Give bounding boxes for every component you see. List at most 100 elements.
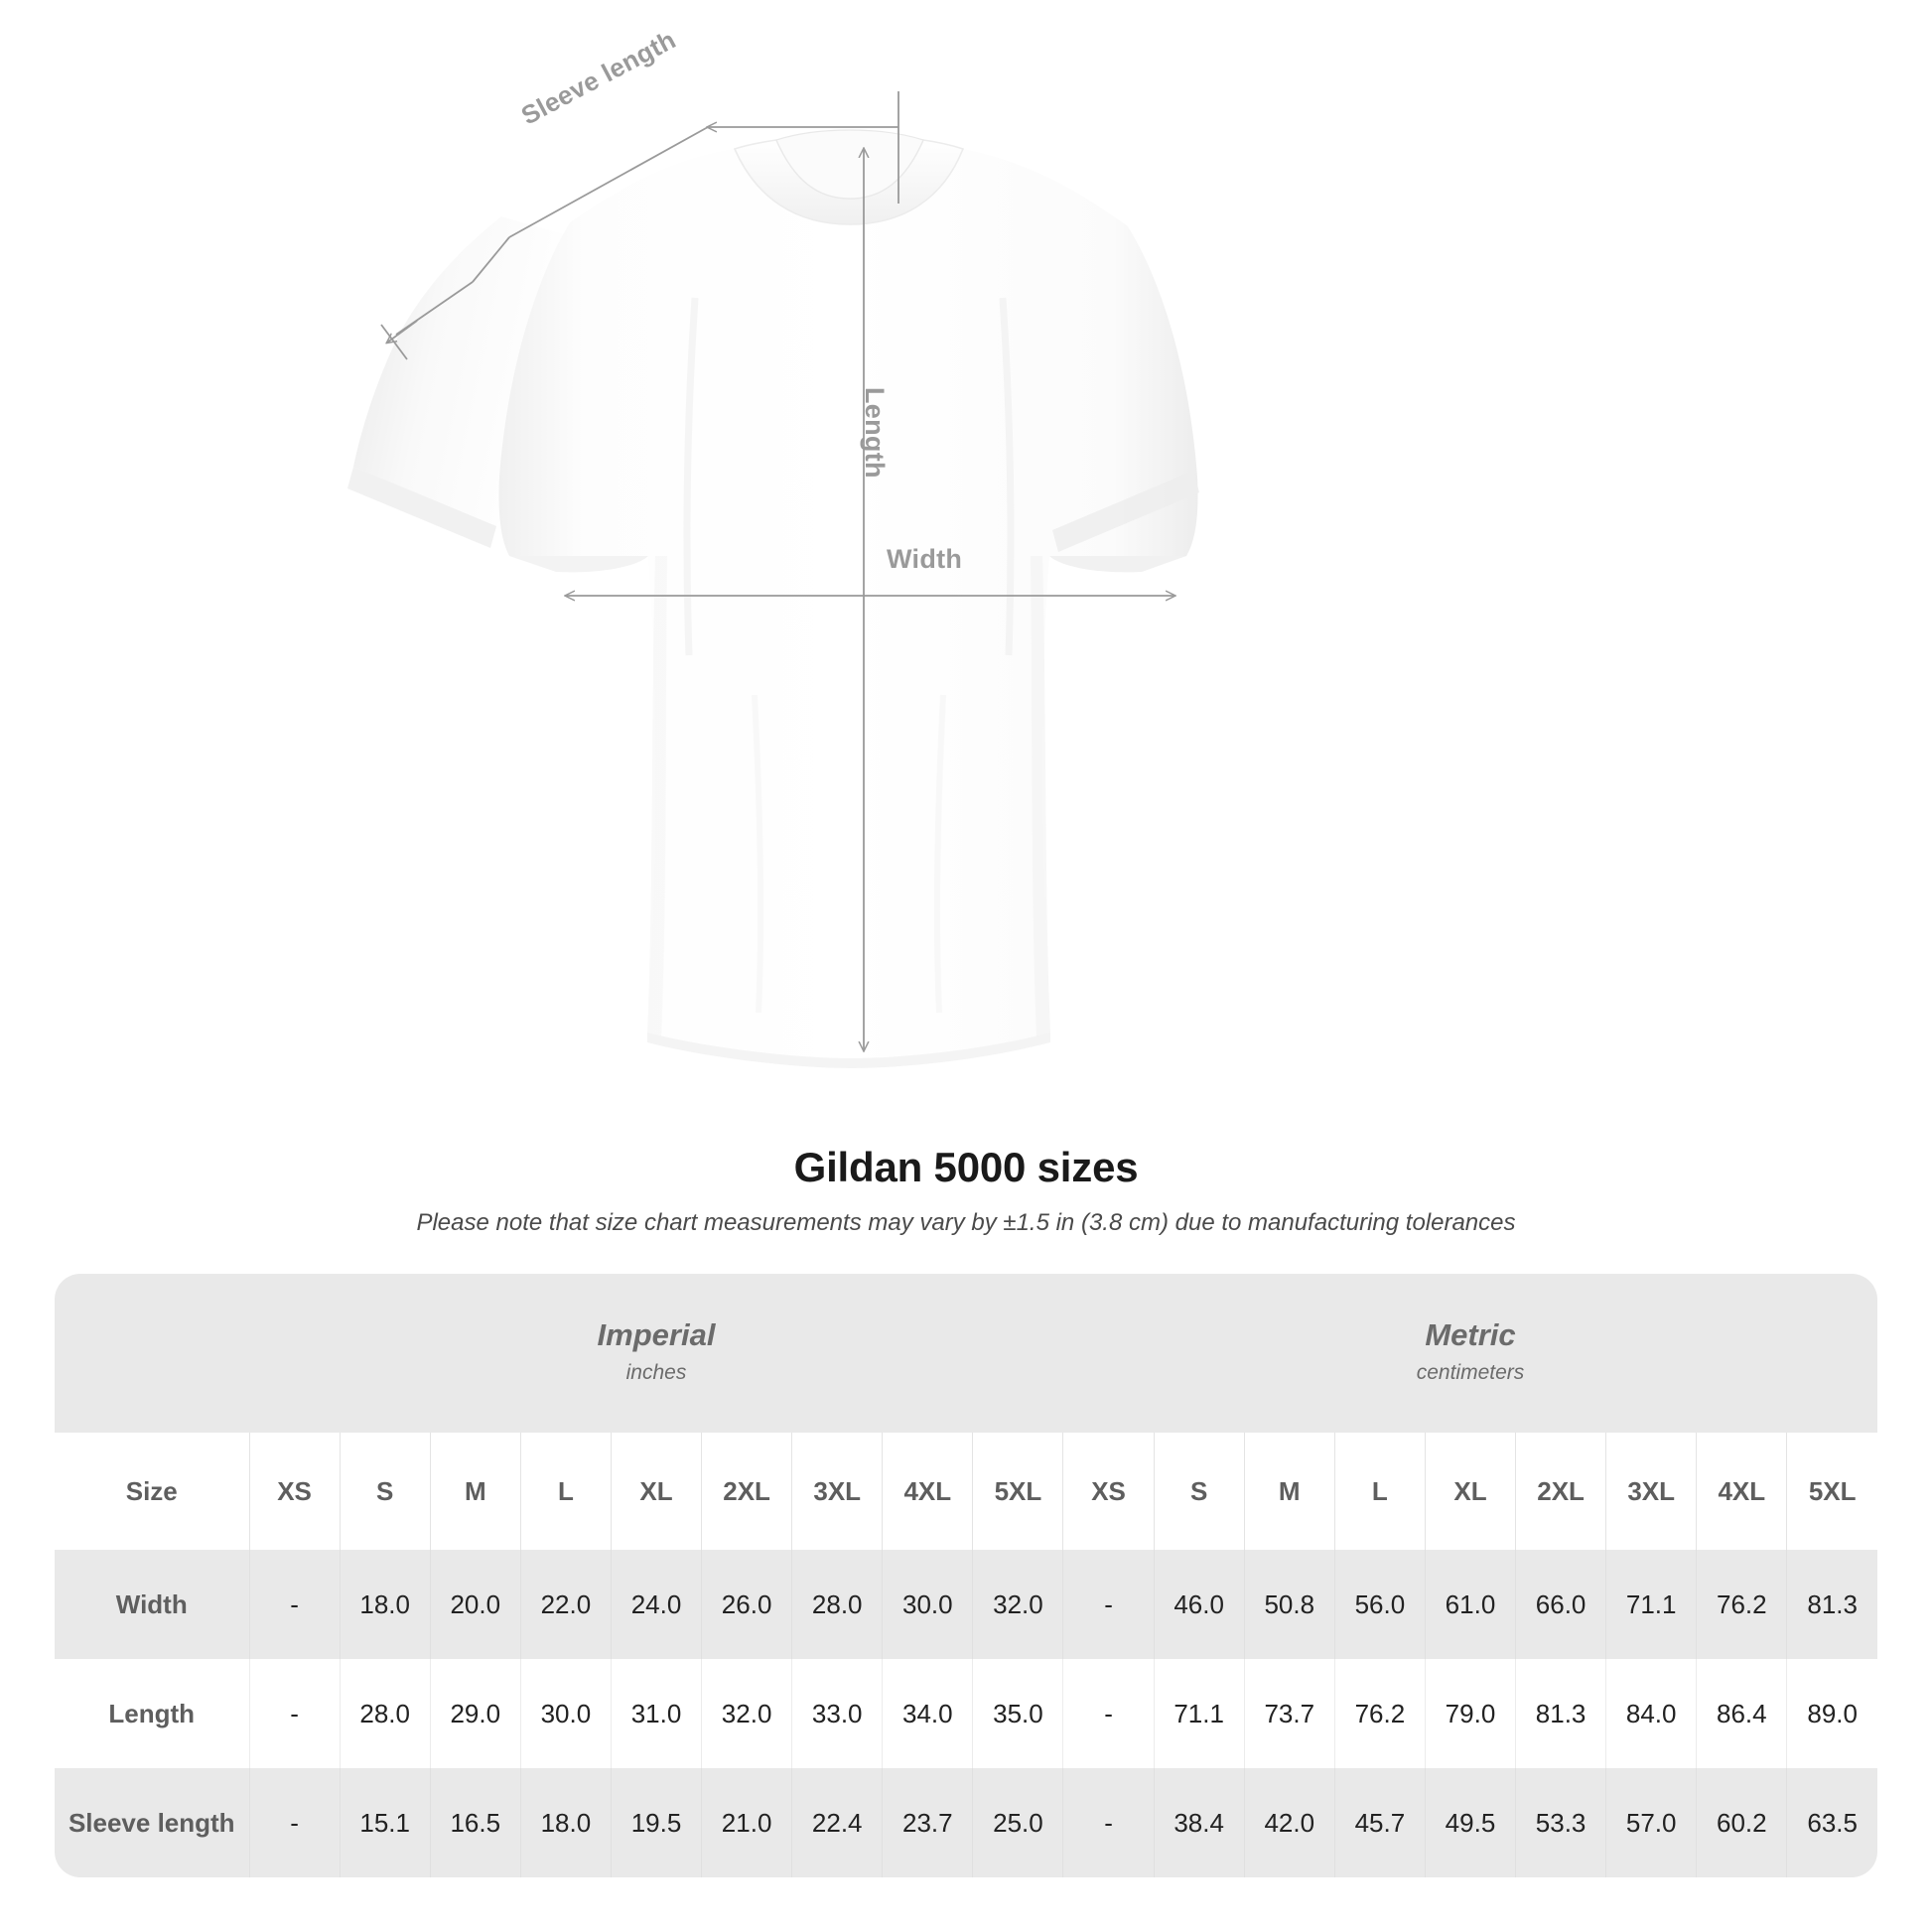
table-row-length: Length - 28.0 29.0 30.0 31.0 32.0 33.0 3… [55, 1659, 1877, 1768]
size-table-container: Imperial inches Metric centimeters Size … [55, 1274, 1877, 1877]
cell-width-imperial-5xl: 32.0 [972, 1550, 1063, 1659]
size-col-metric-m: M [1243, 1433, 1335, 1550]
cell-sleeve-metric-l: 45.7 [1333, 1768, 1426, 1877]
cell-length-metric-3xl: 84.0 [1605, 1659, 1697, 1768]
row-label-header: Size [55, 1433, 249, 1550]
measurement-arrows [380, 91, 1174, 1050]
cell-sleeve-imperial-xs: - [248, 1768, 341, 1877]
cell-length-metric-4xl: 86.4 [1696, 1659, 1787, 1768]
size-col-metric-s: S [1153, 1433, 1245, 1550]
unit-group-imperial: Imperial inches [249, 1274, 1063, 1433]
cell-sleeve-metric-xs: - [1062, 1768, 1155, 1877]
cell-sleeve-metric-2xl: 53.3 [1515, 1768, 1606, 1877]
cell-width-metric-m: 50.8 [1243, 1550, 1335, 1659]
size-col-metric-xl: XL [1424, 1433, 1516, 1550]
cell-width-imperial-4xl: 30.0 [882, 1550, 973, 1659]
size-table: Imperial inches Metric centimeters Size … [55, 1274, 1877, 1877]
cell-length-imperial-xs: - [248, 1659, 341, 1768]
row-label-length: Length [55, 1659, 249, 1768]
cell-sleeve-metric-s: 38.4 [1153, 1768, 1245, 1877]
size-col-metric-xs: XS [1062, 1433, 1155, 1550]
cell-sleeve-imperial-5xl: 25.0 [972, 1768, 1063, 1877]
cell-width-metric-5xl: 81.3 [1786, 1550, 1877, 1659]
size-col-imperial-3xl: 3XL [791, 1433, 883, 1550]
size-col-metric-3xl: 3XL [1605, 1433, 1697, 1550]
cell-length-imperial-4xl: 34.0 [882, 1659, 973, 1768]
cell-sleeve-imperial-3xl: 22.4 [791, 1768, 883, 1877]
cell-sleeve-imperial-xl: 19.5 [610, 1768, 702, 1877]
cell-length-metric-s: 71.1 [1153, 1659, 1245, 1768]
cell-length-metric-2xl: 81.3 [1515, 1659, 1606, 1768]
cell-width-imperial-s: 18.0 [339, 1550, 431, 1659]
size-header-row: Size XS S M L XL 2XL 3XL 4XL 5XL XS S M … [55, 1433, 1877, 1550]
row-label-width: Width [55, 1550, 249, 1659]
cell-sleeve-metric-5xl: 63.5 [1786, 1768, 1877, 1877]
size-col-imperial-xl: XL [610, 1433, 702, 1550]
size-col-imperial-xs: XS [248, 1433, 341, 1550]
unit-header-row: Imperial inches Metric centimeters [55, 1274, 1877, 1433]
cell-length-metric-m: 73.7 [1243, 1659, 1335, 1768]
size-col-metric-5xl: 5XL [1786, 1433, 1877, 1550]
sleeve-arrow-elbow [472, 236, 510, 283]
size-col-metric-l: L [1333, 1433, 1426, 1550]
cell-length-imperial-s: 28.0 [339, 1659, 431, 1768]
cell-width-metric-l: 56.0 [1333, 1550, 1426, 1659]
size-col-imperial-5xl: 5XL [972, 1433, 1063, 1550]
unit-imperial-name: Imperial [597, 1317, 716, 1352]
cell-length-metric-l: 76.2 [1333, 1659, 1426, 1768]
cell-length-metric-xl: 79.0 [1424, 1659, 1516, 1768]
tshirt-illustration [347, 91, 1199, 1068]
cell-length-imperial-5xl: 35.0 [972, 1659, 1063, 1768]
cell-length-imperial-2xl: 32.0 [701, 1659, 792, 1768]
unit-group-metric: Metric centimeters [1062, 1274, 1877, 1433]
cell-width-imperial-l: 22.0 [519, 1550, 612, 1659]
cell-width-imperial-xl: 24.0 [610, 1550, 702, 1659]
cell-width-metric-2xl: 66.0 [1515, 1550, 1606, 1659]
sleeve-arrow-diagonal-upper [508, 126, 709, 238]
size-col-imperial-m: M [429, 1433, 521, 1550]
unit-metric-name: Metric [1425, 1317, 1516, 1352]
width-dimension-label: Width [887, 544, 963, 574]
cell-length-metric-5xl: 89.0 [1786, 1659, 1877, 1768]
size-col-imperial-2xl: 2XL [701, 1433, 792, 1550]
tshirt-diagram: Sleeve length Length Width [347, 24, 1199, 1068]
cell-width-imperial-m: 20.0 [429, 1550, 521, 1659]
unit-metric-sub: centimeters [1416, 1361, 1525, 1384]
cell-length-imperial-l: 30.0 [519, 1659, 612, 1768]
cell-sleeve-metric-3xl: 57.0 [1605, 1768, 1697, 1877]
cell-length-imperial-m: 29.0 [429, 1659, 521, 1768]
unit-imperial-sub: inches [625, 1361, 687, 1384]
size-col-imperial-s: S [339, 1433, 431, 1550]
page-title: Gildan 5000 sizes [793, 1144, 1139, 1190]
cell-width-metric-xs: - [1062, 1550, 1155, 1659]
cell-sleeve-metric-m: 42.0 [1243, 1768, 1335, 1877]
cell-sleeve-imperial-m: 16.5 [429, 1768, 521, 1877]
table-row-sleeve-length: Sleeve length - 15.1 16.5 18.0 19.5 21.0… [55, 1768, 1877, 1877]
cell-width-metric-xl: 61.0 [1424, 1550, 1516, 1659]
cell-sleeve-metric-4xl: 60.2 [1696, 1768, 1787, 1877]
cell-width-metric-4xl: 76.2 [1696, 1550, 1787, 1659]
row-label-sleeve-length: Sleeve length [55, 1768, 249, 1877]
size-col-metric-2xl: 2XL [1515, 1433, 1606, 1550]
length-dimension-label: Length [860, 387, 890, 479]
sleeve-cuff-tick [380, 324, 408, 360]
cell-width-metric-s: 46.0 [1153, 1550, 1245, 1659]
cell-length-imperial-xl: 31.0 [610, 1659, 702, 1768]
title-block: Gildan 5000 sizes Please note that size … [0, 1144, 1932, 1237]
cell-sleeve-imperial-4xl: 23.7 [882, 1768, 973, 1877]
cell-length-metric-xs: - [1062, 1659, 1155, 1768]
unit-blank-cell [55, 1274, 249, 1433]
shirt-body-shape [347, 129, 1199, 1068]
cell-sleeve-imperial-l: 18.0 [519, 1768, 612, 1877]
cell-width-metric-3xl: 71.1 [1605, 1550, 1697, 1659]
cell-length-imperial-3xl: 33.0 [791, 1659, 883, 1768]
tolerance-note: Please note that size chart measurements… [416, 1209, 1516, 1236]
cell-width-imperial-2xl: 26.0 [701, 1550, 792, 1659]
size-col-imperial-l: L [519, 1433, 612, 1550]
cell-sleeve-metric-xl: 49.5 [1424, 1768, 1516, 1877]
cell-sleeve-imperial-2xl: 21.0 [701, 1768, 792, 1877]
size-col-imperial-4xl: 4XL [882, 1433, 973, 1550]
table-row-width: Width - 18.0 20.0 22.0 24.0 26.0 28.0 30… [55, 1550, 1877, 1659]
cell-width-imperial-3xl: 28.0 [791, 1550, 883, 1659]
